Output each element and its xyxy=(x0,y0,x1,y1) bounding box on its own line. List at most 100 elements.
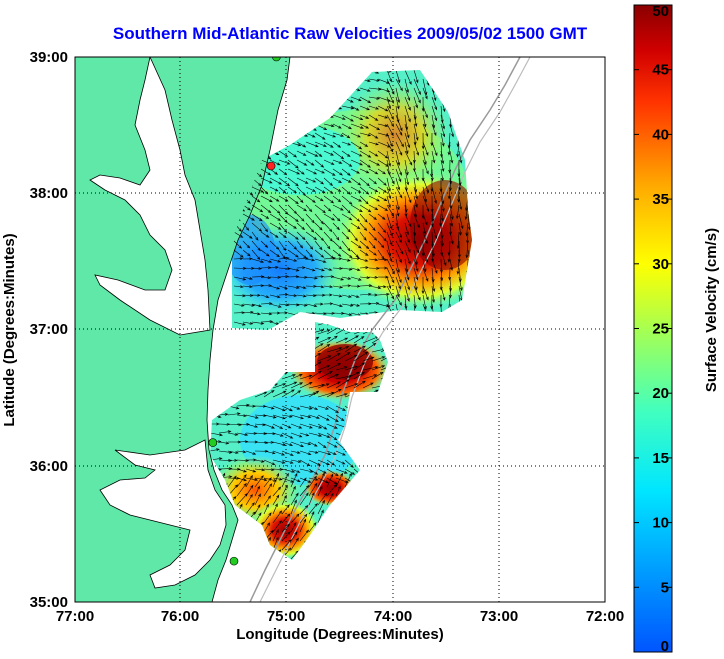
velocity-arrow xyxy=(341,303,354,307)
velocity-arrow xyxy=(326,414,339,422)
velocity-arrow xyxy=(422,213,428,226)
velocity-arrow xyxy=(245,493,253,506)
velocity-arrow xyxy=(440,249,447,267)
velocity-arrow xyxy=(386,150,392,167)
velocity-arrow xyxy=(440,204,444,222)
velocity-arrow xyxy=(362,382,374,389)
velocity-arrow xyxy=(440,114,445,130)
velocity-arrow xyxy=(404,96,411,111)
velocity-arrow xyxy=(281,539,292,551)
velocity-arrow xyxy=(422,294,427,310)
velocity-arrow xyxy=(305,204,313,213)
velocity-arrow xyxy=(269,249,280,258)
velocity-arrow xyxy=(308,482,318,497)
velocity-arrow xyxy=(332,285,344,289)
velocity-arrow xyxy=(296,303,308,307)
velocity-arrow xyxy=(308,441,318,447)
velocity-arrow xyxy=(440,195,445,213)
velocity-arrow xyxy=(413,168,419,182)
velocity-arrow xyxy=(317,329,331,335)
velocity-arrow xyxy=(263,483,273,497)
velocity-arrow xyxy=(350,105,360,111)
velocity-arrow xyxy=(341,276,352,280)
velocity-arrow xyxy=(431,186,437,204)
velocity-arrow xyxy=(431,258,438,274)
velocity-arrow xyxy=(359,114,370,119)
velocity-arrow xyxy=(377,204,389,211)
velocity-arrow xyxy=(218,467,233,471)
velocity-arrow xyxy=(422,249,428,264)
velocity-arrow xyxy=(278,285,288,290)
velocity-arrow xyxy=(299,432,310,437)
radar-station-marker xyxy=(208,438,218,447)
velocity-arrow xyxy=(359,159,371,168)
velocity-arrow xyxy=(305,240,314,250)
velocity-arrow xyxy=(308,511,315,524)
velocity-arrow xyxy=(413,195,418,208)
velocity-arrow xyxy=(341,204,351,214)
velocity-arrow xyxy=(386,78,395,95)
velocity-arrow xyxy=(296,240,304,249)
velocity-arrow xyxy=(332,276,345,281)
velocity-arrow xyxy=(245,414,259,419)
velocity-arrow xyxy=(233,257,244,261)
velocity-arrow xyxy=(317,391,335,398)
velocity-arrow xyxy=(431,123,437,137)
velocity-arrow xyxy=(296,195,304,204)
velocity-arrow xyxy=(386,105,394,120)
velocity-arrow xyxy=(457,249,461,263)
velocity-arrow xyxy=(272,383,287,389)
velocity-arrow xyxy=(350,186,362,193)
velocity-arrow xyxy=(341,249,353,259)
velocity-arrow xyxy=(317,499,325,515)
velocity-arrow xyxy=(368,249,377,256)
velocity-arrow xyxy=(242,310,254,314)
velocity-arrow xyxy=(368,78,381,82)
velocity-arrow xyxy=(413,78,421,96)
velocity-arrow xyxy=(314,150,323,158)
velocity-arrow xyxy=(359,186,370,195)
radar-station-marker xyxy=(272,57,281,62)
velocity-arrow xyxy=(317,337,332,344)
velocity-arrow xyxy=(386,240,392,257)
velocity-arrow xyxy=(368,177,378,185)
velocity-arrow xyxy=(413,285,421,301)
velocity-arrow xyxy=(368,96,381,100)
velocity-arrow xyxy=(341,213,353,221)
velocity-arrow xyxy=(281,441,294,446)
velocity-arrow xyxy=(314,231,325,242)
velocity-arrow xyxy=(350,204,363,213)
velocity-arrow xyxy=(299,392,318,398)
velocity-arrow xyxy=(296,168,305,175)
velocity-arrow xyxy=(251,321,265,325)
velocity-arrow xyxy=(323,240,331,250)
velocity-arrow xyxy=(404,186,412,204)
velocity-arrow xyxy=(350,132,361,138)
velocity-arrow xyxy=(290,537,299,551)
velocity-arrow xyxy=(359,105,371,111)
velocity-arrow xyxy=(233,240,243,249)
velocity-arrow xyxy=(335,366,348,371)
velocity-arrow xyxy=(242,231,253,239)
velocity-arrow xyxy=(314,222,323,231)
velocity-arrow xyxy=(350,213,361,222)
velocity-arrow xyxy=(395,141,403,156)
velocity-arrow xyxy=(456,231,460,250)
velocity-arrow xyxy=(242,276,253,280)
velocity-arrow xyxy=(272,510,283,524)
velocity-arrow xyxy=(440,231,444,247)
velocity-arrow xyxy=(317,371,333,380)
velocity-arrow xyxy=(287,195,299,205)
velocity-arrow xyxy=(242,222,250,231)
velocity-arrow xyxy=(227,432,239,436)
y-tick-labels: 39:00 38:00 37:00 36:00 35:00 xyxy=(30,49,68,611)
velocity-arrow xyxy=(350,276,362,281)
velocity-arrow xyxy=(350,195,362,202)
velocity-arrow xyxy=(296,159,308,166)
velocity-arrow xyxy=(281,468,296,473)
velocity-arrow xyxy=(323,159,335,165)
velocity-arrow xyxy=(251,249,261,261)
velocity-arrow xyxy=(305,231,318,241)
velocity-arrow xyxy=(269,258,282,263)
velocity-arrow xyxy=(278,303,290,307)
